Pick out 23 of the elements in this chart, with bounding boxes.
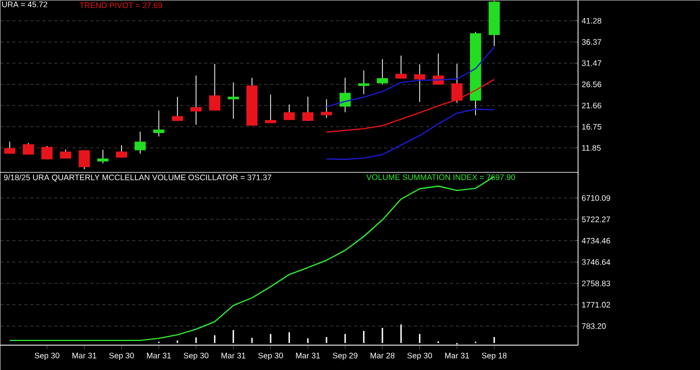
line-series (326, 46, 495, 108)
candlestick (190, 75, 202, 126)
candlestick (284, 104, 295, 120)
candlestick (60, 148, 72, 159)
line-series (326, 78, 495, 133)
candlestick (228, 82, 239, 120)
candlestick (358, 70, 370, 94)
candlestick (376, 58, 388, 85)
candlestick (302, 96, 314, 122)
candlestick (134, 131, 146, 154)
candlestick (41, 145, 53, 160)
candlestick (4, 141, 16, 154)
candlestick (320, 98, 332, 118)
candlestick (78, 150, 90, 170)
candlestick (116, 144, 128, 158)
candlestick (153, 110, 164, 137)
candlestick (97, 149, 108, 164)
candlestick (395, 55, 407, 79)
candlestick (265, 94, 276, 124)
line-series (326, 108, 495, 160)
candlestick (209, 63, 220, 111)
candlestick (172, 96, 184, 122)
candlestick (414, 64, 426, 102)
